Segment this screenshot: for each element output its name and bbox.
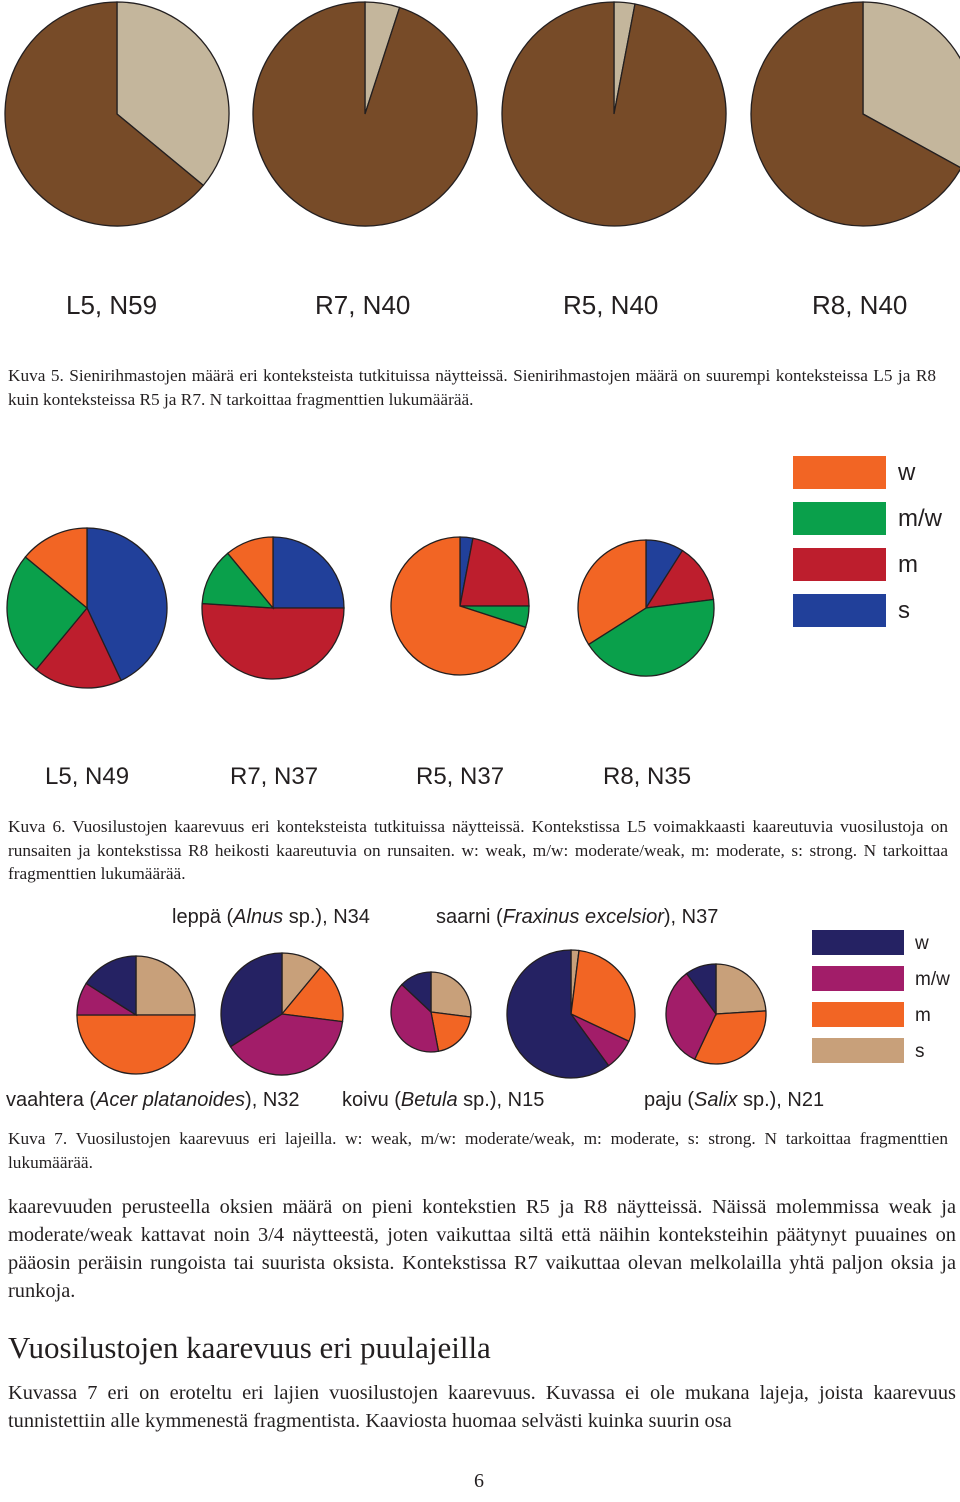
- fig7-legend-swatch-mw: [812, 966, 904, 991]
- fig7-pie-3-slice-m: [430, 1011, 472, 1053]
- fig5-label-r8: R8, N40: [812, 290, 908, 320]
- fig7-pie-1-slice-m: [76, 1014, 196, 1075]
- fig7-pie-3-slice-mw: [390, 983, 440, 1053]
- fig7-legend-label-m: m: [915, 1005, 931, 1026]
- fig6-pie-1-slice-s: [86, 527, 168, 682]
- figure-5-pies: [4, 1, 960, 227]
- fig6-pie-4-slice-m: [644, 549, 715, 609]
- fig5-pie-1-slice-light: [116, 1, 230, 187]
- fig5-label-r5: R5, N40: [563, 290, 659, 320]
- fig5-pie-1-slice-dark: [4, 1, 205, 227]
- fig6-legend-swatch-m: [793, 548, 886, 581]
- fig6-legend-swatch-mw: [793, 502, 886, 535]
- fig7-legend-label-mw: m/w: [915, 969, 950, 990]
- fig6-pie-4-slice-mw: [587, 598, 715, 677]
- section-heading: Vuosilustojen kaarevuus eri puulajeilla: [8, 1330, 491, 1365]
- fig5-label-r7: R7, N40: [315, 290, 411, 320]
- fig6-pie-2-slice-w: [226, 536, 274, 610]
- fig7-pie-3-slice-s: [430, 971, 472, 1018]
- figure-7-pies: [76, 949, 767, 1079]
- fig7-pie-4-slice-w: [506, 949, 610, 1079]
- fig6-pie-2-slice-m: [201, 602, 345, 680]
- fig6-pie-1-slice-m: [35, 606, 122, 689]
- figure-5-caption: Kuva 5. Sienirihmastojen määrä eri konte…: [8, 366, 936, 409]
- fig7-pie-5-slice-s: [715, 963, 767, 1015]
- fig7-pie-3-slice-w: [400, 971, 432, 1014]
- fig7-pie-1-slice-s: [135, 955, 196, 1016]
- body-paragraph-2: Kuvassa 7 eri on eroteltu eri lajien vuo…: [8, 1382, 956, 1432]
- fig6-pie-2-slice-s: [272, 536, 345, 609]
- fig7-legend-swatch-s: [812, 1038, 904, 1063]
- fig6-label-l5: L5, N49: [45, 763, 130, 790]
- fig7-label-leppa: leppä (Alnus sp.), N34: [172, 906, 370, 928]
- page-number: 6: [474, 1470, 484, 1492]
- fig7-legend-swatch-m: [812, 1002, 904, 1027]
- fig5-pie-2-slice-dark: [252, 1, 478, 227]
- fig7-label-paju: paju (Salix sp.), N21: [644, 1089, 825, 1111]
- fig6-pie-3-slice-w: [390, 536, 527, 676]
- fig7-pie-5-slice-w: [685, 963, 717, 1017]
- fig7-pie-4-slice-m: [570, 949, 636, 1043]
- fig6-legend-label-w: w: [898, 459, 916, 486]
- fig7-legend-label-w: w: [915, 933, 929, 954]
- fig6-label-r7: R7, N37: [230, 763, 319, 790]
- fig6-pie-4-slice-w: [577, 539, 647, 646]
- fig5-pie-3-slice-dark: [501, 1, 727, 227]
- fig6-legend-label-m: m: [898, 551, 918, 578]
- fig7-label-saarni: saarni (Fraxinus excelsior), N37: [436, 906, 719, 928]
- fig7-pie-2-slice-m: [280, 966, 344, 1023]
- fig7-pie-5-slice-m: [693, 1010, 767, 1065]
- fig5-label-l5: L5, N59: [66, 290, 158, 320]
- fig6-label-r5: R5, N37: [416, 763, 505, 790]
- fig7-label-koivu: koivu (Betula sp.), N15: [342, 1089, 545, 1111]
- fig6-label-r8: R8, N35: [603, 763, 692, 790]
- fig6-pie-3-slice-m: [459, 537, 530, 607]
- fig7-pie-5-slice-mw: [665, 972, 717, 1061]
- figure-6-pies: [6, 527, 715, 689]
- fig7-legend-label-s: s: [915, 1041, 925, 1062]
- figure-6-caption: Kuva 6. Vuosilustojen kaarevuus eri kont…: [8, 817, 948, 883]
- body-paragraph-1: kaarevuuden perusteella oksien määrä on …: [8, 1196, 956, 1302]
- fig7-pie-1-slice-w: [85, 955, 137, 1017]
- fig7-label-vaahtera: vaahtera (Acer platanoides), N32: [6, 1089, 300, 1111]
- fig7-legend-swatch-w: [812, 930, 904, 955]
- fig6-legend-label-mw: m/w: [898, 505, 942, 532]
- fig6-legend-label-s: s: [898, 597, 910, 624]
- fig6-pie-1-slice-w: [24, 527, 88, 610]
- figure-7-caption: Kuva 7. Vuosilustojen kaarevuus eri laje…: [8, 1129, 948, 1172]
- fig5-pie-4-slice-dark: [750, 1, 960, 227]
- fig6-legend-swatch-w: [793, 456, 886, 489]
- fig5-pie-4-slice-light: [862, 1, 960, 169]
- fig6-legend-swatch-s: [793, 594, 886, 627]
- figure-6-legend-swatches: [793, 456, 886, 627]
- fig6-pie-1-slice-mw: [6, 556, 88, 671]
- figure-7-legend-swatches: [812, 930, 904, 1063]
- fig7-pie-2-slice-w: [220, 952, 283, 1048]
- fig6-pie-2-slice-mw: [201, 552, 275, 609]
